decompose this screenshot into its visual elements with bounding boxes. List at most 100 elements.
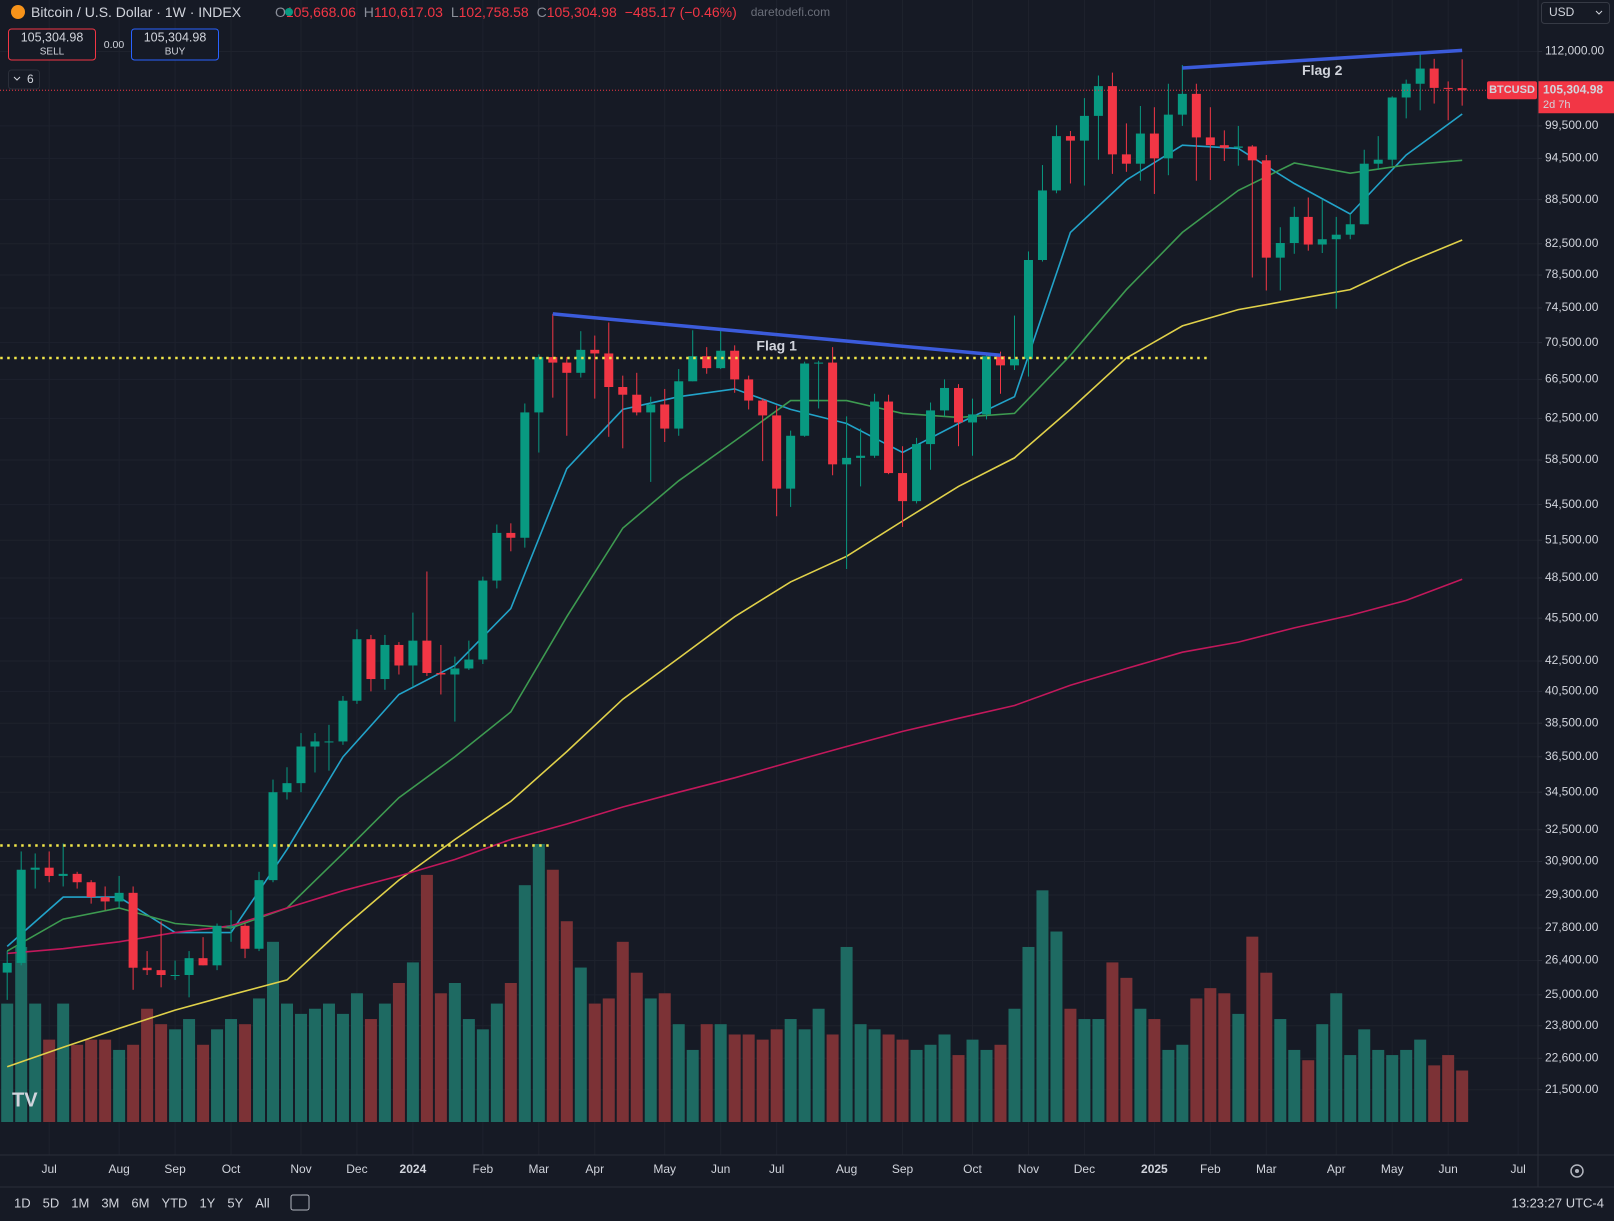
volume-bar xyxy=(1148,1019,1161,1122)
ohlc-value: 102,758.58 xyxy=(459,4,529,20)
symbol-title[interactable]: Bitcoin / U.S. Dollar · 1W · INDEX xyxy=(31,4,242,20)
coin-icon xyxy=(11,5,25,19)
volume-bar xyxy=(434,993,447,1122)
currency: USD xyxy=(1549,5,1575,19)
volume-bar xyxy=(1288,1049,1301,1122)
candle-body xyxy=(1177,93,1187,115)
candle-body xyxy=(1401,83,1411,98)
candle-body xyxy=(800,363,810,436)
volume-bar xyxy=(994,1044,1007,1122)
sell-button[interactable] xyxy=(8,28,96,61)
volume-bar xyxy=(169,1029,182,1122)
trend-line xyxy=(552,312,1001,358)
candle-body xyxy=(44,867,54,876)
volume-bar xyxy=(1358,1029,1371,1122)
volume-bar xyxy=(770,1029,783,1122)
candle-body xyxy=(870,401,880,456)
annotations: Flag 1 Flag 2 BTCUSD 105,304.98 2d 7h xyxy=(0,48,1614,847)
volume-bar xyxy=(672,1024,685,1122)
date-range-icon[interactable] xyxy=(290,1194,310,1211)
clock: 13:23:27 UTC-4 xyxy=(1512,1195,1605,1210)
x-tick-label: Apr xyxy=(585,1162,604,1176)
price-tag-label: 105,304.98 xyxy=(1543,82,1603,96)
candle-body xyxy=(995,356,1005,366)
range-button[interactable]: 6M xyxy=(131,1195,149,1210)
x-tick-label: Jul xyxy=(1510,1162,1525,1176)
candle-body xyxy=(1051,136,1061,191)
candle-body xyxy=(478,580,488,660)
range-button[interactable]: 1Y xyxy=(199,1195,215,1210)
range-button[interactable]: YTD xyxy=(161,1195,187,1210)
candle-body xyxy=(758,400,768,416)
volume-bar xyxy=(1106,962,1119,1122)
volume-bar xyxy=(378,1003,391,1122)
volume-bar xyxy=(686,1049,699,1122)
volume-bar xyxy=(1036,890,1049,1122)
moving-average xyxy=(6,239,1463,1068)
range-button[interactable]: 1D xyxy=(14,1195,31,1210)
ohlc-value: 110,617.03 xyxy=(374,4,443,20)
currency-select[interactable] xyxy=(1541,2,1610,24)
candle-body xyxy=(520,412,530,538)
volume-bar xyxy=(99,1039,112,1122)
candle-body xyxy=(1415,68,1425,84)
volume-bar xyxy=(1400,1049,1413,1122)
candle-body xyxy=(1191,93,1201,138)
candle-body xyxy=(744,379,754,401)
range-button[interactable]: 1M xyxy=(71,1195,89,1210)
y-tick-label: 94,500.00 xyxy=(1545,151,1599,165)
candle-body xyxy=(422,640,432,673)
volume-bar xyxy=(476,1029,489,1122)
range-button[interactable]: All xyxy=(255,1195,270,1210)
candle-body xyxy=(1219,145,1229,148)
volume-bar xyxy=(882,1034,895,1122)
candle-body xyxy=(366,639,376,680)
volume-bar xyxy=(1246,936,1259,1122)
volume-bar xyxy=(1078,1019,1091,1122)
volume-bar xyxy=(714,1024,727,1122)
volume-bar xyxy=(29,1003,42,1122)
y-tick-label: 22,600.00 xyxy=(1545,1050,1599,1064)
candle-body xyxy=(1121,154,1131,164)
y-tick-label: 45,500.00 xyxy=(1545,610,1599,624)
y-tick-label: 99,500.00 xyxy=(1545,118,1599,132)
range-button[interactable]: 5Y xyxy=(227,1195,243,1210)
candle-body xyxy=(562,362,572,373)
change: −485.17 (−0.46%) xyxy=(625,4,737,20)
volume-bar xyxy=(784,1019,797,1122)
x-tick-label: Aug xyxy=(836,1162,857,1176)
candle-body xyxy=(198,958,208,966)
volume-bar xyxy=(448,983,461,1122)
candle-body xyxy=(2,962,12,973)
candle-body xyxy=(1149,133,1159,159)
volume-bar xyxy=(322,1003,335,1122)
candle-body xyxy=(408,640,418,666)
y-tick-label: 32,500.00 xyxy=(1545,822,1599,836)
x-tick-label: Dec xyxy=(1074,1162,1095,1176)
buy-button[interactable] xyxy=(131,28,219,61)
candle-body xyxy=(492,532,502,581)
candle-body xyxy=(730,350,740,380)
range-button[interactable]: 3M xyxy=(101,1195,119,1210)
volume-bar xyxy=(1274,1019,1287,1122)
y-tick-label: 40,500.00 xyxy=(1545,684,1599,698)
volume-bar xyxy=(113,1049,126,1122)
range-button[interactable]: 5D xyxy=(43,1195,60,1210)
y-tick-label: 88,500.00 xyxy=(1545,192,1599,206)
settings-icon[interactable] xyxy=(1570,1164,1584,1178)
candle-body xyxy=(674,381,684,429)
y-tick-label: 23,800.00 xyxy=(1545,1018,1599,1032)
y-tick-label: 36,500.00 xyxy=(1545,749,1599,763)
candles xyxy=(2,51,1467,1000)
candle-body xyxy=(576,349,586,373)
indicator-toggle[interactable] xyxy=(8,69,40,90)
volume-bar xyxy=(616,941,629,1122)
volume-bar xyxy=(700,1024,713,1122)
x-tick-label: Jun xyxy=(1438,1162,1457,1176)
volume-bar xyxy=(1162,1049,1175,1122)
candle-body xyxy=(1135,133,1145,164)
volume-bar xyxy=(924,1044,937,1122)
ohlc-key: C xyxy=(537,4,547,20)
candle-body xyxy=(86,882,96,898)
candle-body xyxy=(786,435,796,489)
